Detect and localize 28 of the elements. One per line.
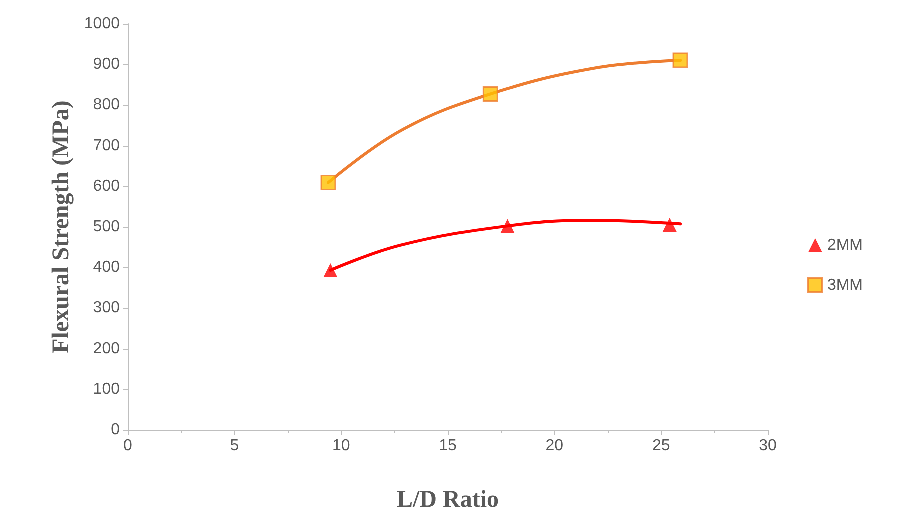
y-tick-label: 400: [93, 259, 120, 276]
y-tick-label: 700: [93, 137, 120, 154]
point: [662, 218, 677, 232]
y-tick-label: 600: [93, 178, 120, 195]
x-tick-label: 15: [439, 438, 457, 454]
y-axis-title: Flexural Strength (MPa): [48, 100, 75, 354]
y-tick-label: 1000: [84, 16, 120, 32]
x-tick-label: 25: [652, 438, 670, 454]
x-tick-label: 30: [759, 438, 777, 454]
y-tick-label: 200: [93, 340, 120, 358]
y-tick-label: 800: [93, 96, 120, 114]
point: [672, 52, 688, 68]
x-axis-title: L/D Ratio: [397, 487, 499, 513]
x-tick-label: 10: [332, 438, 350, 454]
x-tick-label: 20: [546, 438, 564, 454]
legend-label: 2MM: [827, 237, 864, 254]
y-tick-label: 900: [93, 56, 120, 74]
y-tick-label: 0: [111, 422, 120, 438]
y-tick-label: 500: [93, 218, 120, 236]
point: [324, 263, 338, 278]
x-tick-label: 0: [124, 438, 133, 454]
legend-label: 3MM: [827, 277, 864, 294]
point: [320, 174, 336, 190]
point: [500, 219, 515, 234]
point: [482, 86, 498, 102]
y-tick-label: 300: [93, 300, 120, 317]
y-tick-label: 100: [93, 380, 120, 398]
x-tick-label: 5: [230, 438, 240, 454]
